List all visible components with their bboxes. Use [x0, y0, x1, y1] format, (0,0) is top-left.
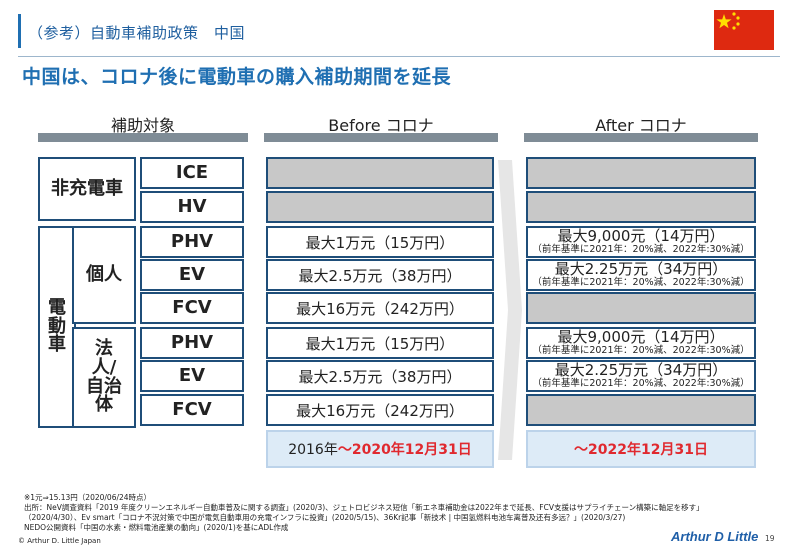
group-label-corporate: 法人/自治体 — [86, 337, 122, 416]
vehicle-label: EV — [178, 264, 206, 286]
vehicle-cell: PHV — [140, 226, 244, 258]
before-value: 最大16万元（242万円） — [296, 401, 464, 420]
before-value: 最大1万元（15万円） — [305, 233, 455, 252]
before-cell: 最大2.5万元（38万円） — [266, 259, 494, 291]
vehicle-label: FCV — [172, 297, 212, 319]
vehicle-cell: HV — [140, 191, 244, 223]
china-flag-icon — [714, 10, 774, 50]
group-label-electric: 電動車 — [48, 296, 66, 356]
vehicle-label: HV — [177, 196, 207, 218]
footnote-source-2: （2020/4/30）、Ev smart「コロナ不況対策で中国が電気自動車用の充… — [24, 513, 626, 522]
after-value: 最大2.25万元（34万円） — [554, 260, 728, 279]
footnote-source-3: NEDO公開資料「中国の水素・燃料電池産業の動向」(2020/1)を基にADL作… — [24, 523, 289, 532]
vehicle-cell: EV — [140, 259, 244, 291]
section-title: （参考）自動車補助政策 中国 — [28, 24, 246, 42]
after-cell — [526, 292, 756, 324]
after-cell — [526, 157, 756, 189]
after-note: （前年基準に2021年：20%減、2022年:30%減） — [532, 276, 750, 288]
after-period: ～2022年12月31日 — [526, 430, 756, 468]
after-value: 最大9,000元（14万円） — [557, 328, 725, 347]
page-number: 19 — [765, 534, 775, 543]
headline: 中国は、コロナ後に電動車の購入補助期間を延長 — [22, 66, 452, 88]
before-cell: 最大1万元（15万円） — [266, 327, 494, 359]
after-note: （前年基準に2021年：20%減、2022年:30%減） — [532, 344, 750, 356]
group-label-non-charge: 非充電車 — [51, 178, 123, 200]
after-period-end: ～2022年12月31日 — [574, 442, 708, 458]
group-corporate: 法人/自治体 — [72, 327, 136, 428]
vehicle-cell: FCV — [140, 394, 244, 426]
vehicle-cell: FCV — [140, 292, 244, 324]
before-cell: 最大1万元（15万円） — [266, 226, 494, 258]
after-cell: 最大2.25万元（34万円） （前年基準に2021年：20%減、2022年:30%… — [526, 360, 756, 392]
footnote-source-1: 出所：NeV調査資料「2019 年度クリーンエネルギー自動車普及に関する調査」(… — [24, 503, 704, 512]
vehicle-label: PHV — [170, 231, 214, 253]
group-non-charge: 非充電車 — [38, 157, 136, 221]
vehicle-cell: EV — [140, 360, 244, 392]
before-cell: 最大16万元（242万円） — [266, 292, 494, 324]
before-value: 最大2.5万元（38万円） — [298, 367, 462, 386]
column-header-after: After コロナ — [524, 112, 758, 142]
group-electric: 電動車 — [38, 226, 76, 428]
after-cell — [526, 394, 756, 426]
before-cell — [266, 157, 494, 189]
footnote-rate: ※1元⇒15.13円（2020/06/24時点） — [24, 493, 152, 502]
title-divider — [18, 56, 780, 57]
before-cell: 最大16万元（242万円） — [266, 394, 494, 426]
after-cell: 最大9,000元（14万円） （前年基準に2021年：20%減、2022年:30%… — [526, 226, 756, 258]
vehicle-label: EV — [178, 365, 206, 387]
after-note: （前年基準に2021年：20%減、2022年:30%減） — [532, 377, 750, 389]
vehicle-label: PHV — [170, 332, 214, 354]
column-header-target: 補助対象 — [38, 112, 248, 142]
before-cell: 最大2.5万元（38万円） — [266, 360, 494, 392]
vehicle-cell: ICE — [140, 157, 244, 189]
before-value: 最大2.5万元（38万円） — [298, 266, 462, 285]
arrow-chevron-icon — [498, 160, 522, 460]
copyright: © Arthur D. Little Japan — [18, 537, 101, 545]
before-value: 最大1万元（15万円） — [305, 334, 455, 353]
group-label-individual: 個人 — [86, 264, 122, 286]
vehicle-label: FCV — [172, 399, 212, 421]
after-cell: 最大9,000元（14万円） （前年基準に2021年：20%減、2022年:30%… — [526, 327, 756, 359]
arthur-d-little-logo: Arthur D Little — [671, 529, 759, 544]
title-accent-bar — [18, 14, 21, 48]
before-value: 最大16万元（242万円） — [296, 299, 464, 318]
vehicle-label: ICE — [175, 162, 209, 184]
vehicle-cell: PHV — [140, 327, 244, 359]
column-header-before: Before コロナ — [264, 112, 498, 142]
after-value: 最大9,000元（14万円） — [557, 227, 725, 246]
group-individual: 個人 — [72, 226, 136, 324]
before-period-start: 2016年 — [288, 442, 338, 458]
before-period: 2016年 ～2020年12月31日 — [266, 430, 494, 468]
after-value: 最大2.25万元（34万円） — [554, 361, 728, 380]
before-cell — [266, 191, 494, 223]
after-note: （前年基準に2021年：20%減、2022年:30%減） — [532, 243, 750, 255]
after-cell: 最大2.25万元（34万円） （前年基準に2021年：20%減、2022年:30%… — [526, 259, 756, 291]
after-cell — [526, 191, 756, 223]
before-period-end: ～2020年12月31日 — [337, 442, 472, 458]
